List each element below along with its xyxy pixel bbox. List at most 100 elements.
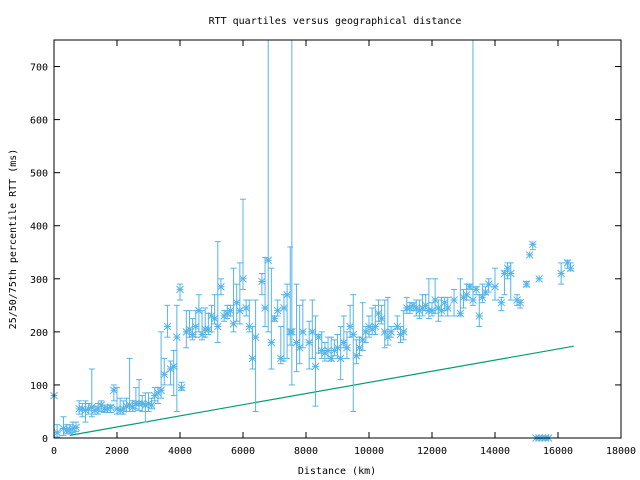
asterisk-marker [106, 403, 115, 412]
asterisk-marker [276, 354, 285, 363]
asterisk-marker [280, 304, 288, 312]
data-point [491, 267, 499, 301]
data-point [72, 421, 80, 433]
asterisk-marker [217, 282, 225, 291]
data-point [465, 282, 474, 291]
data-point [384, 296, 392, 346]
data-point [177, 381, 186, 392]
x-tick-label: 8000 [294, 446, 318, 457]
asterisk-marker [185, 325, 194, 334]
asterisk-marker [437, 306, 446, 315]
x-tick-label: 14000 [480, 446, 510, 457]
data-point [393, 315, 402, 331]
asterisk-marker [144, 399, 153, 408]
asterisk-marker [472, 285, 480, 294]
asterisk-marker [69, 424, 77, 433]
data-point [352, 339, 361, 365]
data-point [481, 286, 490, 296]
asterisk-marker [516, 298, 525, 307]
x-tick-label: 10000 [354, 446, 384, 457]
asterisk-marker [308, 328, 317, 336]
asterisk-marker [371, 322, 380, 331]
data-point [166, 360, 175, 386]
asterisk-marker [109, 386, 118, 395]
asterisk-marker [160, 370, 169, 379]
axis-ticks: 0 2000 4000 6000 8000 10000 12000 14000 16000 180… [30, 40, 636, 457]
asterisk-marker [147, 401, 156, 409]
data-point [346, 304, 354, 338]
asterisk-marker [235, 306, 244, 315]
data-point [443, 296, 452, 317]
asterisk-marker [314, 333, 323, 342]
asterisk-marker [65, 426, 74, 434]
min-rtt-line [69, 345, 574, 436]
asterisk-marker [177, 383, 186, 392]
asterisk-marker [528, 240, 537, 249]
asterisk-marker [377, 314, 386, 323]
asterisk-marker [251, 333, 260, 342]
asterisk-marker [245, 322, 254, 331]
data-point [283, 283, 291, 359]
data-point [484, 278, 493, 293]
data-point [535, 274, 543, 283]
asterisk-marker [324, 346, 332, 355]
data-point [135, 379, 143, 411]
y-tick-label: 100 [30, 381, 48, 392]
data-point [358, 302, 367, 351]
asterisk-marker [239, 274, 247, 283]
data-point [132, 387, 140, 410]
asterisk-marker [213, 322, 222, 331]
asterisk-marker [295, 343, 304, 352]
data-point [298, 299, 307, 349]
asterisk-marker [232, 298, 241, 307]
data-point [239, 198, 247, 290]
data-point [506, 262, 515, 301]
asterisk-marker [431, 296, 440, 304]
y-tick-label: 500 [30, 169, 48, 180]
asterisk-marker [292, 338, 301, 347]
data-point [557, 262, 566, 285]
asterisk-marker [198, 330, 206, 339]
asterisk-marker [506, 269, 515, 278]
asterisk-marker [443, 304, 452, 312]
y-tick-label: 700 [30, 63, 48, 74]
asterisk-marker [248, 354, 257, 363]
data-point [235, 262, 244, 325]
asterisk-marker [72, 423, 80, 432]
asterisk-marker [53, 428, 62, 437]
y-tick-label: 200 [30, 328, 48, 339]
data-point [172, 304, 181, 412]
data-point [242, 299, 251, 317]
data-point [528, 240, 537, 251]
data-point [469, 39, 477, 306]
asterisk-marker [500, 269, 509, 278]
asterisk-marker [566, 264, 575, 273]
asterisk-marker [91, 406, 99, 415]
asterisk-marker [522, 280, 531, 288]
asterisk-marker [210, 314, 219, 323]
data-point [84, 403, 93, 415]
data-point [53, 424, 62, 438]
asterisk-marker [226, 306, 235, 315]
asterisk-marker [78, 404, 87, 413]
x-tick-label: 12000 [417, 446, 447, 457]
data-point [141, 392, 150, 423]
asterisk-marker [116, 406, 125, 415]
asterisk-marker [195, 306, 203, 315]
x-tick-label: 0 [51, 446, 57, 457]
asterisk-marker [346, 322, 354, 331]
asterisk-marker [491, 282, 499, 291]
data-point [327, 336, 336, 363]
asterisk-marker [465, 282, 474, 291]
asterisk-marker [343, 343, 351, 352]
asterisk-marker [380, 328, 389, 336]
asterisk-marker [333, 343, 342, 352]
asterisk-marker [81, 406, 90, 415]
data-point [163, 304, 172, 338]
data-point [273, 299, 282, 317]
x-tick-label: 2000 [105, 446, 129, 457]
asterisk-marker [157, 386, 165, 395]
data-point [106, 403, 115, 414]
asterisk-marker [352, 351, 361, 360]
asterisk-marker [59, 424, 68, 433]
